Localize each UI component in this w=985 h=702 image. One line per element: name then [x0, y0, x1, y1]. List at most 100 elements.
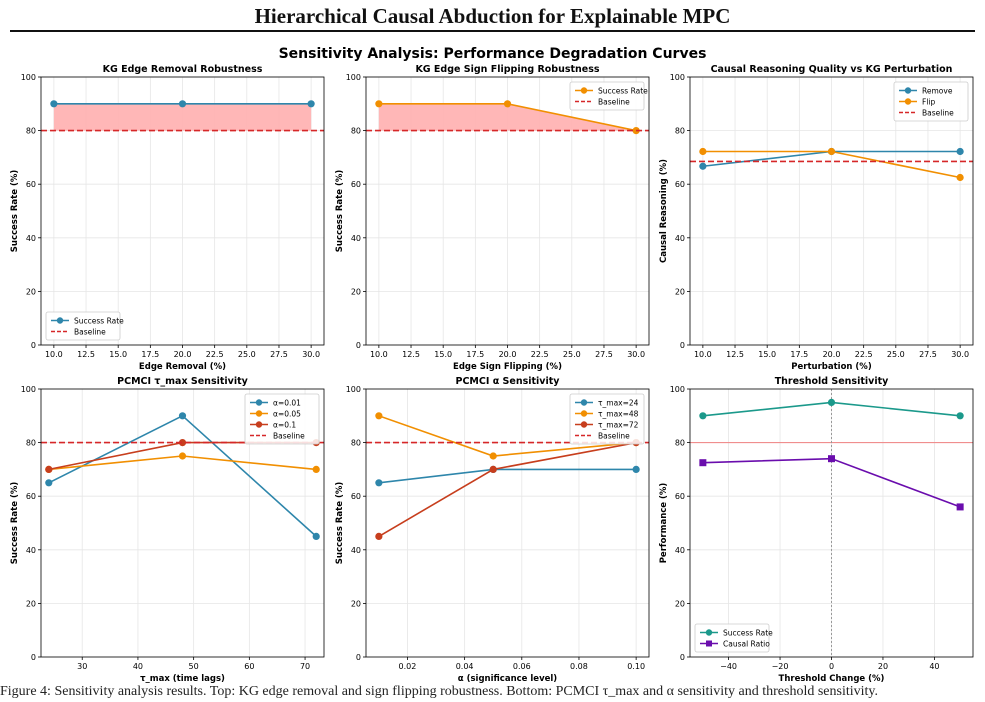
- data-point: [375, 412, 383, 420]
- degradation-fill-area: [378, 103, 637, 131]
- data-point: [178, 439, 187, 447]
- x-tick-label: 0.10: [627, 662, 645, 671]
- y-tick-label: 0: [680, 341, 685, 350]
- data-point: [699, 412, 707, 420]
- y-tick-label: 100: [346, 385, 361, 394]
- legend-label: Remove: [922, 87, 953, 96]
- x-tick-label: 12.5: [402, 350, 420, 359]
- y-tick-label: 40: [675, 234, 685, 243]
- y-tick-label: 20: [675, 599, 685, 608]
- legend-item: α=0.01: [250, 399, 301, 408]
- legend-label: α=0.01: [273, 399, 301, 408]
- y-tick-label: 40: [26, 234, 36, 243]
- legend-marker: [580, 87, 588, 94]
- data-point: [489, 465, 497, 473]
- x-tick-label: 12.5: [77, 350, 95, 359]
- legend-marker: [56, 317, 64, 324]
- legend-marker: [255, 421, 263, 428]
- data-point: [699, 147, 707, 156]
- legend-item: Flip: [899, 98, 935, 107]
- axes-frame: [40, 388, 325, 658]
- y-tick-label: 0: [31, 653, 36, 662]
- x-tick-label: 20.0: [823, 350, 841, 359]
- legend-item: Success Rate: [700, 629, 773, 638]
- legend-label: τ_max=48: [598, 410, 639, 419]
- y-tick-label: 0: [680, 653, 685, 662]
- x-tick-label: 17.5: [466, 350, 484, 359]
- axes-frame: [689, 76, 974, 346]
- x-tick-label: 0.04: [456, 662, 474, 671]
- axes-frame: [40, 76, 325, 346]
- x-tick-label: 40: [133, 662, 143, 671]
- legend-label: Flip: [922, 98, 935, 107]
- legend-item: Success Rate: [575, 87, 648, 96]
- x-tick-label: 20.0: [499, 350, 517, 359]
- x-tick-label: 30.0: [951, 350, 969, 359]
- x-tick-label: 0.06: [513, 662, 531, 671]
- x-tick-label: 30.0: [627, 350, 645, 359]
- x-tick-label: 20: [878, 662, 888, 671]
- x-tick-label: 25.0: [887, 350, 905, 359]
- y-tick-label: 40: [26, 546, 36, 555]
- legend-label: Baseline: [598, 98, 630, 107]
- x-tick-label: 30.0: [302, 350, 320, 359]
- x-axis-label: Edge Sign Flipping (%): [453, 362, 562, 372]
- data-point: [827, 398, 836, 406]
- legend-label: Baseline: [922, 109, 954, 118]
- data-point: [956, 412, 964, 420]
- y-tick-label: 80: [26, 127, 36, 136]
- y-axis-label: Success Rate (%): [10, 170, 20, 253]
- y-axis-label: Success Rate (%): [335, 170, 345, 253]
- legend-box: [893, 81, 969, 122]
- legend-marker: [705, 629, 713, 636]
- y-tick-label: 100: [21, 73, 36, 82]
- paper-title: Hierarchical Causal Abduction for Explai…: [254, 4, 731, 28]
- data-point: [503, 100, 512, 108]
- legend-item: Baseline: [575, 432, 630, 441]
- x-tick-label: 70: [300, 662, 310, 671]
- data-point: [312, 532, 320, 541]
- legend-item: τ_max=24: [575, 399, 639, 408]
- y-axis-label: Success Rate (%): [10, 482, 20, 565]
- x-tick-label: 17.5: [790, 350, 808, 359]
- y-tick-label: 0: [31, 341, 36, 350]
- legend-item: Baseline: [575, 98, 630, 107]
- data-point: [178, 100, 187, 108]
- legend: τ_max=24 τ_max=48 τ_max=72 Baseline: [569, 393, 645, 445]
- legend-label: α=0.1: [273, 421, 296, 430]
- y-tick-label: 40: [351, 234, 361, 243]
- chart-panel-4: 0 20 40 60 80 100 30 40 50 60 70 PCMCI τ_max Sensit…: [10, 376, 325, 684]
- x-tick-label: 20.0: [174, 350, 192, 359]
- x-tick-label: 15.0: [758, 350, 776, 359]
- data-point: [632, 465, 640, 473]
- data-point: [956, 503, 964, 511]
- data-point: [489, 452, 497, 460]
- y-tick-label: 20: [26, 287, 36, 296]
- data-point: [699, 162, 707, 170]
- y-tick-label: 60: [351, 492, 361, 501]
- legend-marker: [904, 87, 912, 94]
- legend: α=0.01 α=0.05 α=0.1 Baseline: [244, 393, 320, 445]
- legend-label: Success Rate: [74, 317, 124, 326]
- y-axis-label: Success Rate (%): [335, 482, 345, 565]
- y-tick-label: 80: [26, 439, 36, 448]
- data-point: [45, 479, 53, 487]
- legend: Success Rate Causal Ratio: [694, 623, 773, 653]
- data-point: [45, 465, 53, 473]
- x-tick-label: 22.5: [531, 350, 549, 359]
- legend-box: [244, 393, 320, 445]
- axes-frame: [689, 388, 974, 658]
- x-tick-label: 60: [244, 662, 254, 671]
- data-point: [827, 147, 836, 156]
- x-tick-label: 40: [929, 662, 939, 671]
- legend-marker: [580, 421, 588, 428]
- legend-label: Success Rate: [723, 629, 773, 638]
- legend-marker: [904, 98, 912, 105]
- x-tick-label: 10.0: [370, 350, 388, 359]
- data-point: [178, 452, 187, 460]
- y-tick-label: 60: [26, 180, 36, 189]
- title-divider: [10, 30, 975, 32]
- y-tick-label: 60: [351, 180, 361, 189]
- y-tick-label: 60: [26, 492, 36, 501]
- y-tick-label: 20: [26, 599, 36, 608]
